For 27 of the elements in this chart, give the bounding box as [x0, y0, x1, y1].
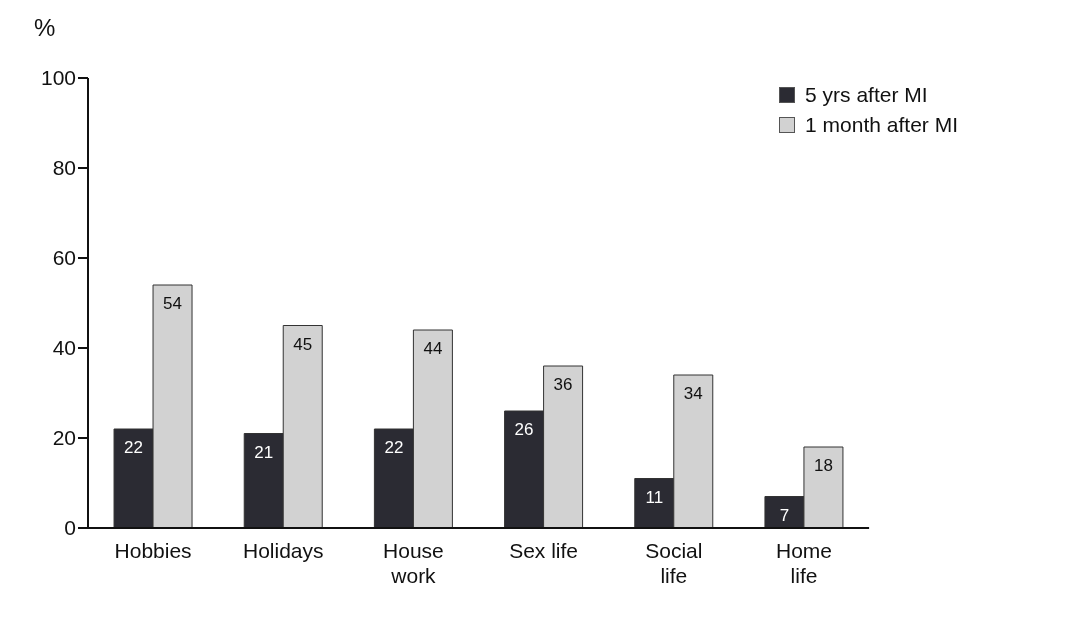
- data-label: 54: [163, 294, 182, 314]
- data-label: 34: [683, 384, 703, 404]
- data-label: 22: [384, 438, 404, 458]
- data-label: 45: [293, 334, 313, 354]
- data-label: 21: [254, 442, 274, 462]
- x-tick-label: Social life: [645, 539, 703, 587]
- y-axis-title: %: [34, 14, 56, 42]
- y-tick-label: 80: [52, 156, 76, 180]
- data-label: 11: [645, 487, 664, 507]
- data-label: 18: [813, 456, 833, 476]
- y-tick-label: 20: [52, 426, 76, 450]
- y-tick-label: 100: [40, 66, 76, 90]
- x-tick-label: Holidays: [243, 539, 324, 562]
- data-label: 36: [553, 375, 573, 395]
- y-tick-label: 0: [64, 516, 76, 540]
- data-label: 22: [124, 438, 143, 458]
- x-tick-label: House work: [383, 539, 444, 587]
- legend-label: 5 yrs after MI: [804, 83, 929, 107]
- legend-label: 1 month after MI: [804, 113, 958, 137]
- data-label: 44: [423, 339, 443, 359]
- data-label: 26: [514, 420, 534, 440]
- y-tick-label: 40: [52, 336, 76, 360]
- x-tick-label: Home life: [775, 539, 833, 587]
- y-tick-label: 60: [52, 246, 76, 270]
- x-tick-label: Hobbies: [114, 539, 192, 562]
- data-label: 7: [779, 505, 790, 525]
- x-tick-label: Sex life: [509, 539, 579, 562]
